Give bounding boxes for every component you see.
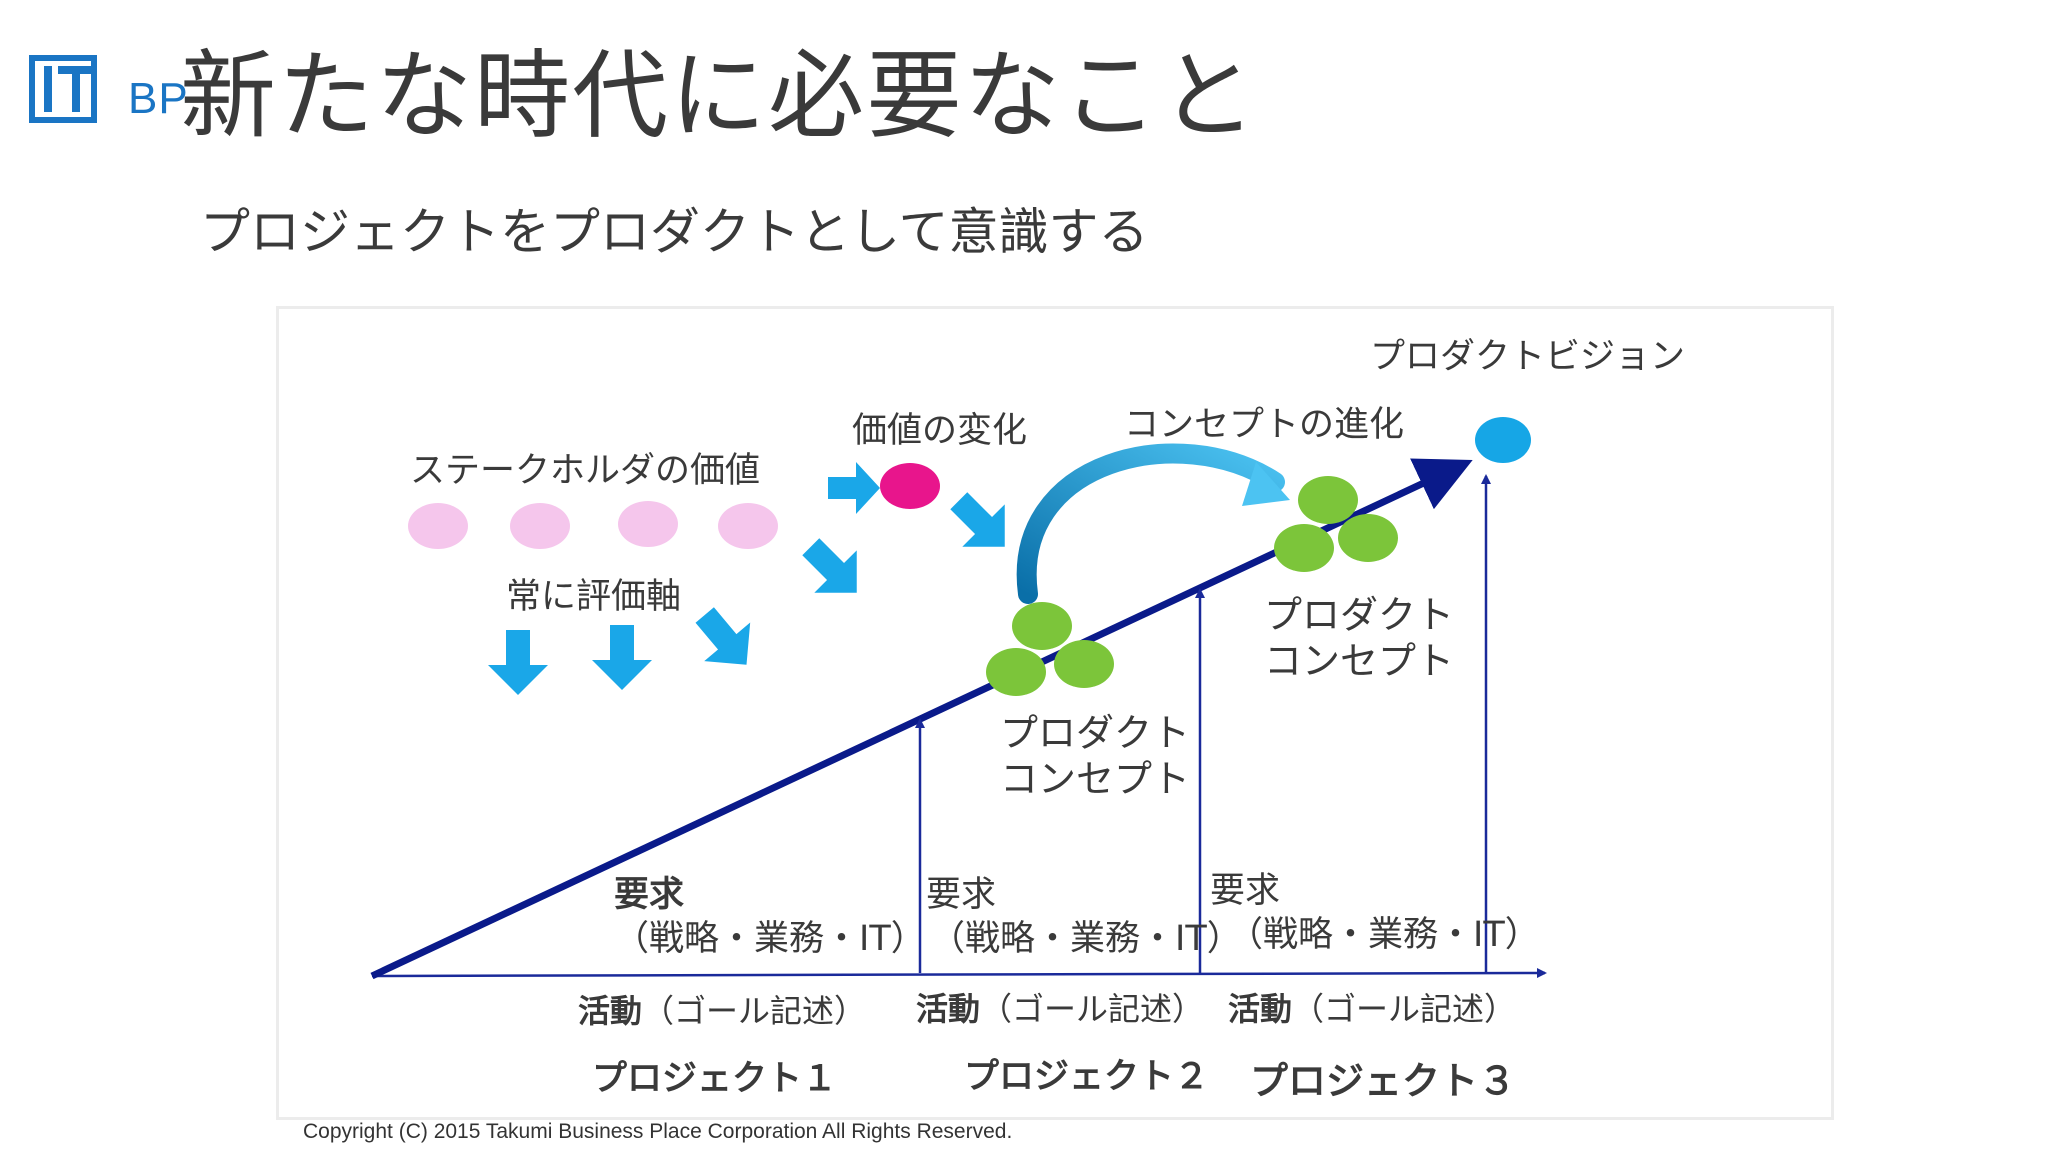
project-label-3: プロジェクト３ xyxy=(1250,1059,1517,1103)
diagonal-arrow-icon xyxy=(802,538,857,593)
concept-evolution-arrowhead xyxy=(1242,462,1290,506)
requirement-head-2: 要求 xyxy=(926,875,997,915)
page-subtitle: プロジェクトをプロダクトとして意識する xyxy=(200,203,1149,261)
product-vision-label: プロダクトビジョン xyxy=(1370,337,1686,377)
stakeholder-value-label: ステークホルダの価値 xyxy=(410,451,761,491)
activity-label-2: 活動（ゴール記述） xyxy=(916,990,1205,1028)
diagonal-arrow-icon xyxy=(950,492,1005,547)
company-logo: BP xyxy=(28,52,188,132)
project-label-1: プロジェクト１ xyxy=(592,1059,838,1099)
requirement-body-1: （戦略・業務・IT） xyxy=(614,919,926,959)
project-label-2: プロジェクト２ xyxy=(964,1057,1210,1097)
product-vision-dot xyxy=(1475,417,1531,463)
activity-label-1: 活動（ゴール記述） xyxy=(578,992,867,1030)
concept-evolution-label: コンセプトの進化 xyxy=(1124,405,1405,445)
stakeholder-value-dot xyxy=(408,503,468,549)
activity-axis xyxy=(371,968,1547,979)
product-concept-label-2: プロダクト コンセプト xyxy=(1264,593,1455,683)
diagram-frame xyxy=(276,306,1834,1120)
value-change-dot xyxy=(880,463,940,509)
value-change-label: 価値の変化 xyxy=(852,411,1028,451)
evaluation-axis-label: 常に評価軸 xyxy=(506,577,682,617)
stakeholder-value-dot xyxy=(718,503,778,549)
product-concept-dot xyxy=(1338,514,1398,562)
copyright-text: Copyright (C) 2015 Takumi Business Place… xyxy=(303,1120,1013,1143)
logo-text: BP xyxy=(128,74,189,123)
page-title: 新たな時代に必要なこと xyxy=(180,40,1258,152)
product-concept-dot xyxy=(1274,524,1334,572)
requirement-head-1: 要求 xyxy=(614,875,685,915)
down-arrow-icon xyxy=(592,625,652,690)
product-concept-label-1: プロダクト コンセプト xyxy=(1000,711,1191,801)
diagonal-arrow-icon xyxy=(695,607,751,665)
down-arrow-icon xyxy=(488,630,548,695)
product-concept-dot xyxy=(986,648,1046,696)
product-concept-dot xyxy=(1298,476,1358,524)
requirement-body-2: （戦略・業務・IT） xyxy=(930,919,1242,959)
requirement-body-3: （戦略・業務・IT） xyxy=(1228,915,1540,955)
concept-evolution-curve xyxy=(1016,443,1285,604)
itbp-logo-icon xyxy=(29,55,97,123)
stakeholder-value-dot xyxy=(510,503,570,549)
activity-label-3: 活動（ゴール記述） xyxy=(1228,990,1517,1028)
requirement-head-3: 要求 xyxy=(1210,871,1281,911)
product-concept-dot xyxy=(1012,602,1072,650)
product-concept-dot xyxy=(1054,640,1114,688)
right-arrow-icon xyxy=(828,462,880,514)
stakeholder-value-dot xyxy=(618,501,678,547)
